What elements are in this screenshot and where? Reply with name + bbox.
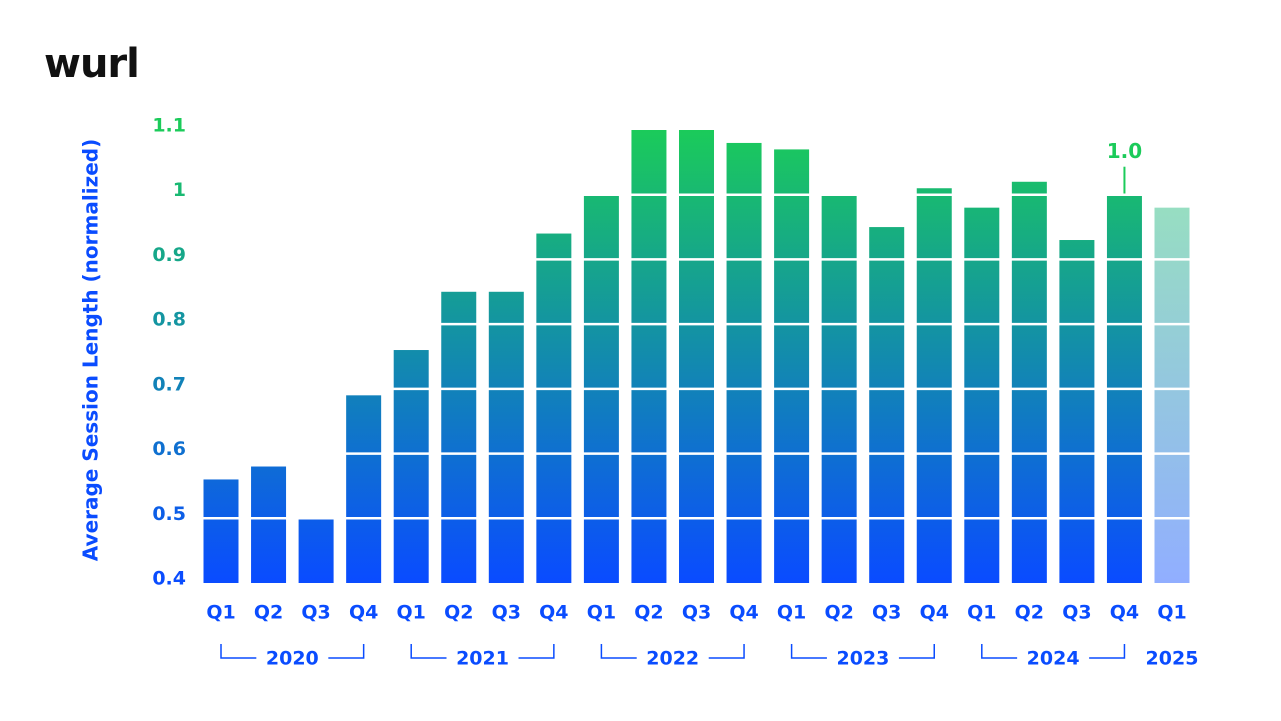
y-tick-label: 0.6 [152, 438, 186, 460]
bar [251, 466, 287, 583]
bar [488, 291, 524, 583]
logo: wurl [44, 41, 139, 87]
year-bracket [220, 644, 365, 659]
year-label: 2023 [836, 648, 889, 670]
bar [1154, 207, 1190, 583]
year-label: 2025 [1146, 648, 1199, 670]
x-tick-label: Q2 [444, 602, 473, 624]
bar [393, 350, 429, 583]
year-label: 2021 [456, 648, 509, 670]
year-label: 2024 [1027, 648, 1080, 670]
bar [916, 188, 952, 583]
y-tick-label: 0.4 [152, 568, 186, 590]
year-bracket [600, 644, 745, 659]
x-tick-label: Q4 [920, 602, 949, 624]
bar [203, 479, 239, 583]
bar [441, 291, 477, 583]
x-tick-label: Q4 [1110, 602, 1139, 624]
x-tick-label: Q1 [967, 602, 996, 624]
y-tick-label: 0.9 [152, 244, 186, 266]
x-tick-label: Q4 [539, 602, 568, 624]
x-tick-label: Q4 [349, 602, 378, 624]
y-tick-label: 0.5 [152, 503, 186, 525]
bar [679, 130, 714, 583]
x-tick-label: Q1 [1157, 602, 1186, 624]
x-tick-label: Q2 [634, 602, 663, 624]
year-bracket [790, 644, 935, 659]
bar [964, 207, 1000, 583]
y-axis-label: Average Session Length (normalized) [79, 139, 103, 561]
bar [774, 149, 810, 583]
year-label: 2020 [266, 648, 319, 670]
y-tick-label: 0.7 [152, 373, 186, 395]
bar [869, 227, 905, 584]
year-bracket [981, 644, 1126, 659]
x-tick-label: Q1 [587, 602, 616, 624]
bar [631, 130, 667, 583]
x-tick-label: Q2 [824, 602, 853, 624]
value-label: 1.0 [1107, 139, 1142, 163]
y-tick-label: 0.8 [152, 309, 186, 331]
x-tick-label: Q3 [682, 602, 711, 624]
y-tick-label: 1 [173, 179, 186, 201]
x-tick-label: Q3 [301, 602, 330, 624]
bar [298, 518, 334, 583]
x-tick-label: Q1 [397, 602, 426, 624]
bar [1011, 181, 1047, 583]
x-tick-label: Q3 [492, 602, 521, 624]
x-tick-label: Q3 [872, 602, 901, 624]
x-tick-label: Q3 [1062, 602, 1091, 624]
x-tick-label: Q1 [206, 602, 235, 624]
bar [1059, 240, 1095, 583]
year-bracket [410, 644, 555, 659]
bar [536, 233, 572, 584]
y-tick-label: 1.1 [152, 115, 186, 137]
bar [346, 395, 382, 583]
x-tick-label: Q2 [254, 602, 283, 624]
x-tick-label: Q2 [1015, 602, 1044, 624]
x-tick-label: Q1 [777, 602, 806, 624]
x-tick-label: Q4 [729, 602, 758, 624]
year-label: 2022 [646, 648, 699, 670]
bar [726, 142, 762, 583]
